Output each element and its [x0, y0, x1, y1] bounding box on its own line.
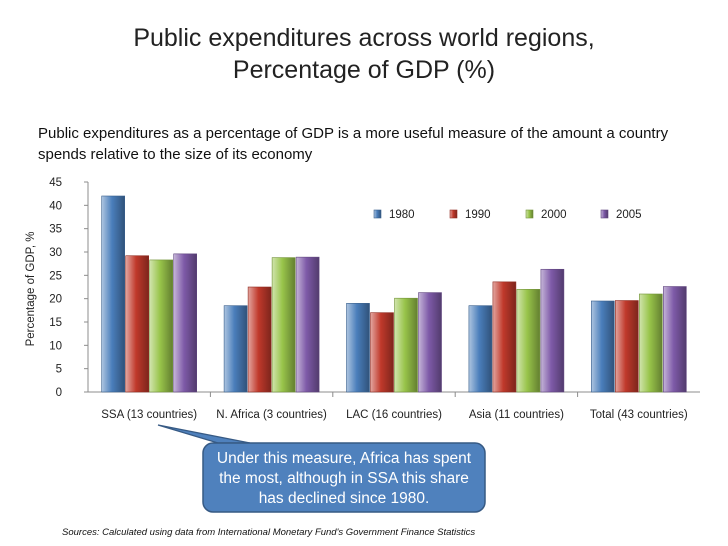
bar-2000: [394, 297, 418, 393]
chart-title: Public expenditures across world regions…: [0, 22, 728, 86]
y-axis-title: Percentage of GDP, %: [25, 232, 37, 347]
bar-2005: [540, 268, 565, 393]
legend-swatch-2005: [600, 209, 609, 219]
y-tick-label: 5: [56, 364, 62, 376]
y-tick-label: 25: [49, 270, 62, 282]
y-tick-label: 30: [49, 247, 62, 259]
title-line-2: Percentage of GDP (%): [232, 56, 496, 84]
y-tick-label: 0: [56, 387, 62, 399]
bar-1980: [101, 195, 125, 393]
legend-label-2005: 2005: [616, 209, 642, 221]
bar-1990: [370, 312, 394, 393]
category-label: N. Africa (3 countries): [216, 409, 327, 421]
bar-1980: [468, 305, 493, 393]
bar-2005: [295, 256, 320, 393]
bar-2000: [271, 257, 296, 393]
bar-1980: [590, 300, 615, 393]
legend-label-2000: 2000: [541, 209, 567, 221]
bar-1990: [125, 255, 149, 393]
legend-label-1980: 1980: [389, 209, 415, 221]
bar-1980: [346, 303, 370, 393]
bar-1990: [247, 286, 272, 393]
y-tick-label: 35: [49, 224, 62, 236]
callout-pointer: [157, 424, 251, 444]
y-tick-label: 15: [49, 317, 62, 329]
y-tick-label: 10: [49, 340, 62, 352]
callout-text: Under this measure, Africa has spent the…: [216, 450, 472, 507]
category-label: LAC (16 countries): [346, 409, 442, 421]
bar-2005: [418, 292, 442, 393]
callout-box: [202, 442, 486, 513]
category-label: Total (43 countries): [590, 409, 688, 421]
bar-1980: [223, 305, 248, 393]
legend-label-1990: 1990: [465, 209, 491, 221]
bar-2000: [516, 289, 541, 393]
sources-note: Sources: Calculated using data from Inte…: [62, 527, 476, 538]
legend-swatch-1990: [449, 209, 458, 219]
y-tick-label: 45: [49, 177, 62, 189]
title-line-1: Public expenditures across world regions…: [133, 24, 595, 52]
bar-2000: [638, 293, 663, 393]
bar-2000: [149, 259, 173, 393]
y-tick-label: 20: [49, 294, 62, 306]
bar-2005: [662, 286, 687, 393]
legend-swatch-1980: [373, 209, 382, 219]
category-label: SSA (13 countries): [101, 409, 197, 421]
y-tick-label: 40: [49, 200, 62, 212]
chart-subtitle: Public expenditures as a percentage of G…: [38, 125, 669, 163]
category-label: Asia (11 countries): [469, 409, 564, 421]
callout-joint: [216, 444, 256, 448]
legend-swatch-2000: [525, 209, 534, 219]
bar-1990: [492, 281, 517, 393]
bar-2005: [173, 253, 197, 393]
bar-1990: [614, 300, 639, 393]
